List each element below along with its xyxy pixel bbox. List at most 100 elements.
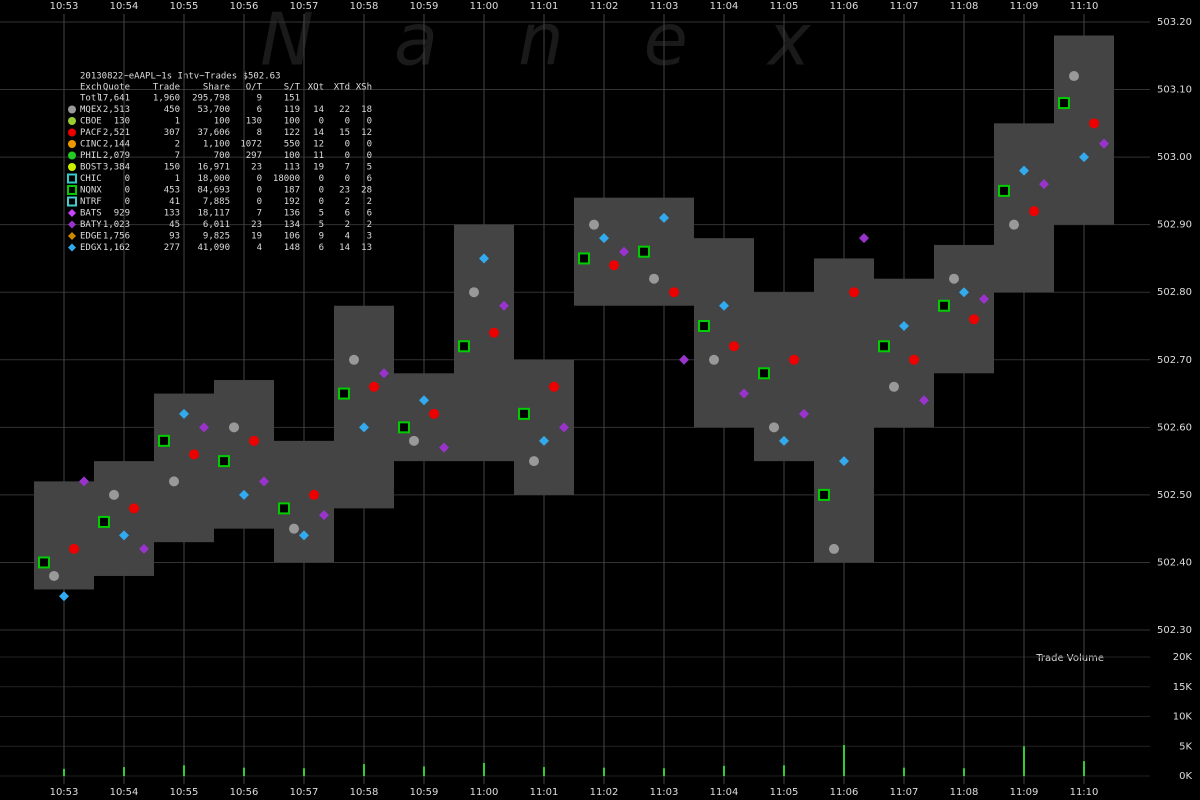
table-cell: 1,100	[203, 140, 230, 150]
table-cell: 0	[319, 174, 324, 184]
table-cell: CHIC	[80, 174, 102, 184]
table-cell: 0	[125, 186, 130, 196]
trade-marker	[379, 368, 389, 379]
table-cell: 929	[114, 209, 130, 219]
trade-marker	[758, 367, 770, 380]
trade-marker	[67, 173, 77, 184]
table-cell: 14	[313, 128, 324, 138]
table-cell: CBOE	[80, 117, 102, 127]
x-tick-label: 11:09	[1010, 787, 1039, 798]
trade-marker	[909, 354, 919, 365]
table-cell: 1,023	[103, 220, 130, 230]
trade-marker	[959, 287, 969, 298]
table-cell: 2,513	[103, 105, 130, 115]
table-cell: 3,384	[103, 163, 130, 173]
table-cell: 41	[169, 197, 180, 207]
trade-marker	[68, 140, 76, 148]
table-cell: 6	[367, 209, 372, 219]
trade-marker	[458, 340, 470, 353]
trade-marker	[67, 196, 77, 207]
table-cell: 0	[345, 140, 350, 150]
x-tick-label: 10:54	[110, 787, 139, 798]
table-cell: 1072	[240, 140, 262, 150]
trade-marker	[729, 341, 739, 352]
trade-marker	[289, 523, 299, 534]
trade-marker	[199, 422, 209, 433]
trade-marker	[398, 421, 410, 434]
y-tick-label: 502.80	[1157, 287, 1192, 298]
table-cell: 1,756	[103, 232, 130, 242]
table-cell: 18	[361, 105, 372, 115]
trade-marker	[309, 489, 319, 500]
x-tick-label: 10:54	[110, 1, 139, 12]
trade-marker	[949, 273, 959, 284]
table-cell: 14	[339, 243, 350, 253]
x-tick-label: 11:02	[590, 1, 619, 12]
table-cell: 277	[164, 243, 180, 253]
trade-marker	[859, 233, 869, 244]
table-cell: 2	[367, 197, 372, 207]
table-cell: Share	[203, 83, 230, 93]
trade-marker	[98, 515, 110, 528]
trade-marker	[698, 320, 710, 332]
volume-tick-label: 10K	[1173, 712, 1193, 723]
trade-marker	[829, 543, 839, 554]
table-cell: 4	[345, 232, 350, 242]
volume-bar	[1023, 746, 1025, 776]
quote-range	[274, 440, 334, 563]
x-tick-label: 11:04	[710, 1, 739, 12]
table-cell: XTd	[334, 83, 350, 93]
trade-marker	[1089, 118, 1099, 129]
trade-marker	[189, 449, 199, 460]
table-cell: 130	[114, 117, 130, 127]
table-cell: 119	[284, 105, 300, 115]
x-tick-label: 11:09	[1010, 1, 1039, 12]
x-tick-label: 11:07	[890, 1, 919, 12]
table-cell: 5	[319, 209, 324, 219]
table-cell: 0	[319, 197, 324, 207]
trade-marker	[409, 435, 419, 446]
trade-marker	[619, 246, 629, 257]
table-cell: 93	[169, 232, 180, 242]
chart-title: 20130822~eAAPL~1s Intv~Trades $502.63	[80, 72, 280, 82]
volume-bar	[1083, 761, 1085, 776]
trade-marker	[589, 219, 599, 230]
table-cell: Trade	[153, 83, 180, 93]
trade-marker	[239, 489, 249, 500]
table-cell: 1	[175, 174, 180, 184]
volume-bar	[783, 765, 785, 776]
trade-marker	[299, 530, 309, 541]
trade-marker	[559, 422, 569, 433]
quote-range	[1054, 35, 1114, 225]
trade-marker	[1009, 219, 1019, 230]
table-cell: 13	[361, 243, 372, 253]
table-cell: 16,971	[197, 163, 230, 173]
table-cell: BATS	[80, 209, 102, 219]
trade-marker	[69, 543, 79, 554]
table-cell: Totl	[80, 94, 102, 104]
table-cell: 6,011	[203, 220, 230, 230]
trade-marker	[669, 287, 679, 298]
trade-marker	[818, 488, 830, 501]
x-tick-label: 11:10	[1070, 1, 1099, 12]
table-cell: 700	[214, 151, 230, 161]
trade-marker	[1058, 97, 1070, 110]
trade-marker	[369, 381, 379, 392]
quote-range	[34, 481, 94, 590]
x-tick-label: 11:01	[530, 787, 559, 798]
x-tick-label: 10:55	[170, 1, 199, 12]
trade-marker	[739, 388, 749, 399]
table-cell: 0	[345, 151, 350, 161]
x-tick-label: 11:00	[470, 1, 499, 12]
table-cell: 15	[339, 128, 350, 138]
table-cell: 45	[169, 220, 180, 230]
trade-marker	[68, 209, 76, 217]
table-cell: 0	[367, 140, 372, 150]
y-tick-label: 503.00	[1157, 152, 1192, 163]
table-cell: 113	[284, 163, 300, 173]
table-cell: 453	[164, 186, 180, 196]
quote-range	[814, 258, 874, 563]
x-tick-label: 10:56	[230, 1, 259, 12]
volume-tick-label: 20K	[1173, 652, 1193, 663]
table-cell: 17,641	[97, 94, 130, 104]
